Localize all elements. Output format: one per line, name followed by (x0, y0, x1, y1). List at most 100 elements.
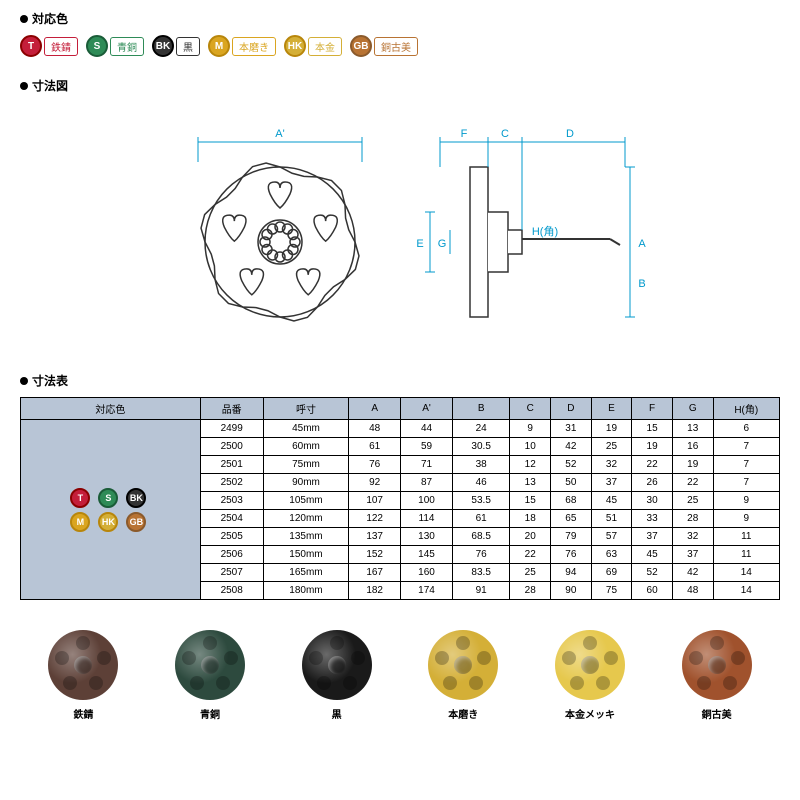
table-cell: 68.5 (452, 528, 509, 546)
table-cell: 13 (510, 474, 551, 492)
badge-icon: M (70, 512, 90, 532)
swatch-label: 鉄錆 (48, 706, 118, 721)
colors-section: 対応色 T鉄錆S青銅BK黒M本磨きHK本金GB銅古美 (20, 10, 780, 57)
swatch-circle (175, 630, 245, 700)
table-cell: 45 (632, 546, 673, 564)
table-cell: 2508 (200, 582, 263, 600)
table-cell: 28 (510, 582, 551, 600)
swatch-circle (555, 630, 625, 700)
svg-text:A': A' (275, 128, 284, 140)
table-cell: 37 (672, 546, 713, 564)
diagram-area: A'ABFCDEGH(角) (20, 102, 780, 352)
table-header-row: 対応色品番呼寸AA'BCDEFGH(角) (21, 398, 780, 420)
swatch: 銅古美 (682, 630, 752, 721)
swatch: 本金メッキ (555, 630, 625, 721)
table-cell: 105mm (263, 492, 349, 510)
table-cell: 42 (672, 564, 713, 582)
dimension-diagram: A'ABFCDEGH(角) (140, 112, 660, 342)
table-cell: 90mm (263, 474, 349, 492)
svg-text:H(角): H(角) (532, 225, 558, 238)
color-badge: T鉄錆 (20, 35, 78, 57)
svg-text:E: E (416, 238, 423, 250)
table-cell: 75mm (263, 456, 349, 474)
color-badges-row: T鉄錆S青銅BK黒M本磨きHK本金GB銅古美 (20, 35, 780, 57)
swatch-circle (48, 630, 118, 700)
table-cell: 130 (401, 528, 453, 546)
table-header-cell: 呼寸 (263, 398, 349, 420)
table-badge-cell: TSBKMHKGB (21, 420, 201, 600)
table-cell: 69 (591, 564, 632, 582)
table-cell: 114 (401, 510, 453, 528)
table-cell: 2504 (200, 510, 263, 528)
badge-icon: S (86, 35, 108, 57)
table-cell: 2507 (200, 564, 263, 582)
table-header-cell: E (591, 398, 632, 420)
table-cell: 45mm (263, 420, 349, 438)
table-cell: 32 (591, 456, 632, 474)
table-cell: 76 (349, 456, 401, 474)
table-cell: 30.5 (452, 438, 509, 456)
color-badge: S青銅 (86, 35, 144, 57)
table-cell: 63 (591, 546, 632, 564)
table-cell: 52 (551, 456, 592, 474)
swatch-label: 本金メッキ (555, 706, 625, 721)
table-cell: 94 (551, 564, 592, 582)
badge-label: 銅古美 (374, 37, 418, 56)
color-badge: BK黒 (152, 35, 200, 57)
table-cell: 2503 (200, 492, 263, 510)
badge-icon: GB (126, 512, 146, 532)
table-header-cell: F (632, 398, 673, 420)
table-cell: 11 (713, 528, 779, 546)
table-cell: 16 (672, 438, 713, 456)
swatch: 黒 (302, 630, 372, 721)
table-header-cell: C (510, 398, 551, 420)
table-cell: 14 (713, 582, 779, 600)
table-header-cell: A (349, 398, 401, 420)
table-cell: 180mm (263, 582, 349, 600)
svg-text:A: A (638, 238, 646, 250)
table-cell: 92 (349, 474, 401, 492)
table-cell: 7 (713, 474, 779, 492)
table-cell: 37 (591, 474, 632, 492)
color-badge: GB銅古美 (350, 35, 418, 57)
table-cell: 46 (452, 474, 509, 492)
table-cell: 2500 (200, 438, 263, 456)
badge-icon: HK (284, 35, 306, 57)
table-cell: 165mm (263, 564, 349, 582)
table-cell: 145 (401, 546, 453, 564)
table-cell: 25 (672, 492, 713, 510)
table-cell: 174 (401, 582, 453, 600)
table-cell: 9 (510, 420, 551, 438)
swatch-label: 青銅 (175, 706, 245, 721)
table-cell: 7 (713, 456, 779, 474)
table-cell: 60 (632, 582, 673, 600)
table-header-cell: 対応色 (21, 398, 201, 420)
swatch-label: 黒 (302, 706, 372, 721)
table-cell: 9 (713, 510, 779, 528)
badge-icon: T (20, 35, 42, 57)
table-cell: 120mm (263, 510, 349, 528)
table-header-cell: A' (401, 398, 453, 420)
table-cell: 100 (401, 492, 453, 510)
table-cell: 2499 (200, 420, 263, 438)
svg-text:D: D (566, 128, 574, 140)
table-cell: 20 (510, 528, 551, 546)
svg-text:F: F (461, 128, 468, 140)
badge-icon: M (208, 35, 230, 57)
svg-text:G: G (438, 238, 447, 250)
badge-icon: GB (350, 35, 372, 57)
bullet-icon (20, 15, 28, 23)
table-section: 寸法表 対応色品番呼寸AA'BCDEFGH(角) TSBKMHKGB249945… (20, 372, 780, 600)
table-cell: 83.5 (452, 564, 509, 582)
table-cell: 68 (551, 492, 592, 510)
table-cell: 182 (349, 582, 401, 600)
table-cell: 12 (510, 456, 551, 474)
table-cell: 19 (591, 420, 632, 438)
table-title-text: 寸法表 (32, 372, 68, 389)
table-cell: 137 (349, 528, 401, 546)
diagram-section: 寸法図 A'ABFCDEGH(角) (20, 77, 780, 352)
table-title: 寸法表 (20, 372, 780, 389)
badge-icon: T (70, 488, 90, 508)
table-cell: 9 (713, 492, 779, 510)
table-header-cell: 品番 (200, 398, 263, 420)
